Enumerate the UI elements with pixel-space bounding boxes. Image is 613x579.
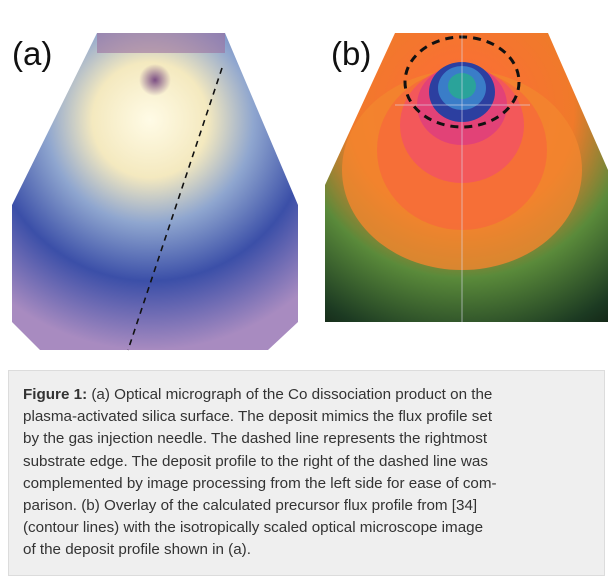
page: (a) (b) Figure 1: (a) Optical micrograph… bbox=[0, 0, 613, 579]
caption-line: by the gas injection needle. The dashed … bbox=[23, 428, 604, 450]
caption-line: complemented by image processing from th… bbox=[23, 473, 604, 495]
panel-b: (b) bbox=[325, 33, 608, 322]
caption-line: Figure 1: (a) Optical micrograph of the … bbox=[23, 384, 604, 406]
caption-text: (a) Optical micrograph of the Co dissoci… bbox=[87, 386, 492, 403]
caption-label: Figure 1: bbox=[23, 386, 87, 403]
caption-line: plasma-activated silica surface. The dep… bbox=[23, 406, 604, 428]
panel-a: (a) bbox=[12, 33, 298, 350]
caption-line: (contour lines) with the isotropically s… bbox=[23, 517, 604, 539]
caption-line: parison. (b) Overlay of the calculated p… bbox=[23, 495, 604, 517]
panel-label: (a) bbox=[12, 35, 52, 72]
caption-line: substrate edge. The deposit profile to t… bbox=[23, 451, 604, 473]
panel-label: (b) bbox=[331, 35, 371, 72]
caption: Figure 1: (a) Optical micrograph of the … bbox=[8, 370, 605, 576]
figure-images: (a) (b) bbox=[0, 0, 613, 370]
caption-line: of the deposit profile shown in (a). bbox=[23, 539, 604, 561]
